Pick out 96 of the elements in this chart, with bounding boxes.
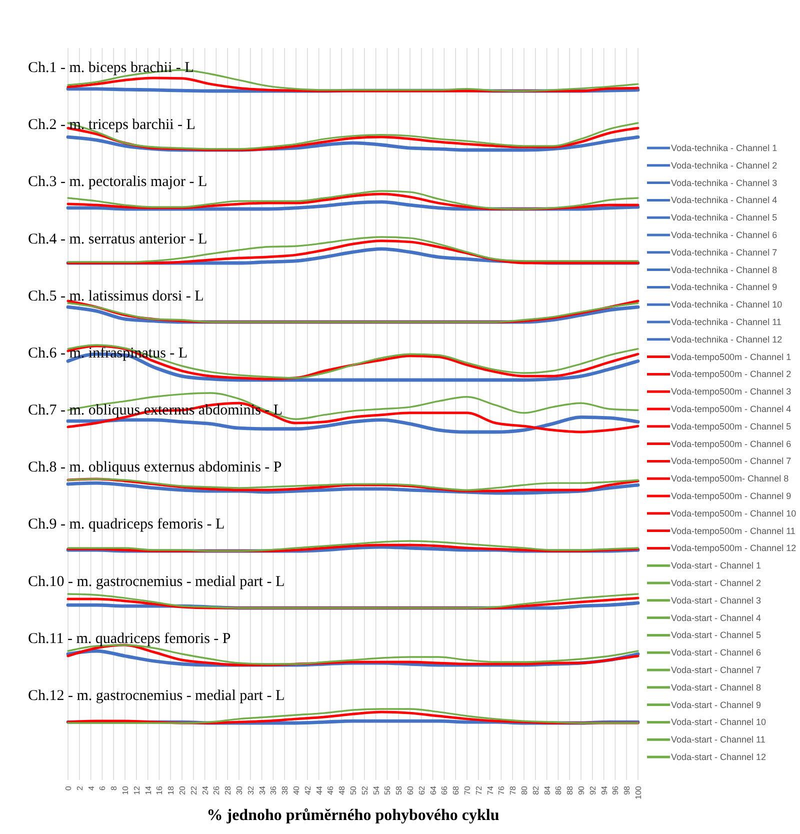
x-tick-label: 52	[360, 785, 370, 795]
chart-title: Ch.10 - m. gastrocnemius - medial part - L	[28, 574, 285, 590]
x-tick-label: 0	[64, 785, 73, 790]
legend-label: Voda-technika - Channel 2	[671, 160, 778, 170]
legend-label: Voda-technika - Channel 9	[671, 282, 778, 292]
legend-label: Voda-technika - Channel 10	[671, 300, 782, 310]
chart-title: Ch.11 - m. quadriceps femoris - P	[28, 630, 231, 647]
legend-label: Voda-tempo500m- Channel 8	[671, 474, 789, 484]
x-tick-label: 60	[406, 785, 415, 795]
chart-title: Ch.8 - m. obliquus externus abdominis - P	[28, 460, 282, 476]
x-tick-label: 10	[121, 785, 130, 795]
x-tick-label: 78	[508, 785, 518, 795]
legend-label: Voda-start - Channel 2	[671, 578, 762, 588]
x-tick-label: 74	[486, 785, 495, 795]
x-tick-label: 30	[235, 785, 244, 795]
legend-label: Voda-technika - Channel 7	[671, 247, 778, 258]
x-tick-label: 54	[372, 785, 381, 795]
legend-label: Voda-tempo500m - Channel 4	[671, 404, 792, 414]
chart-title: Ch.5 - m. latissimus dorsi - L	[28, 288, 204, 304]
x-tick-label: 44	[314, 785, 324, 795]
legend-label: Voda-start - Channel 10	[671, 717, 766, 728]
x-tick-label: 68	[452, 785, 461, 795]
legend-label: Voda-start - Channel 5	[671, 630, 762, 640]
legend-label: Voda-start - Channel 6	[671, 648, 762, 658]
x-tick-label: 70	[463, 785, 472, 795]
x-tick-label: 96	[611, 785, 620, 795]
x-tick-label: 12	[132, 785, 142, 795]
x-tick-label: 4	[86, 785, 96, 790]
x-tick-label: 58	[394, 785, 404, 795]
x-tick-label: 20	[178, 785, 187, 795]
x-tick-label: 26	[212, 785, 222, 795]
x-tick-label: 42	[303, 785, 312, 795]
x-tick-label: 88	[566, 785, 575, 795]
legend-label: Voda-start - Channel 11	[671, 734, 766, 745]
legend-label: Voda-technika - Channel 5	[671, 212, 778, 223]
x-tick-label: 98	[622, 785, 632, 795]
legend-label: Voda-technika - Channel 1	[671, 143, 778, 153]
x-tick-label: 76	[497, 785, 506, 795]
x-tick-label: 38	[280, 785, 290, 795]
x-tick-label: 14	[144, 785, 153, 795]
x-tick-label: 6	[98, 785, 108, 790]
legend-label: Voda-tempo500m - Channel 11	[671, 526, 796, 536]
x-tick-label: 72	[474, 785, 484, 795]
chart-title: Ch.4 - m. serratus anterior - L	[28, 231, 208, 248]
x-tick-label: 90	[577, 785, 586, 795]
chart-title: Ch.9 - m. quadriceps femoris - L	[28, 516, 225, 533]
x-tick-label: 66	[440, 785, 450, 795]
x-tick-label: 56	[383, 785, 392, 795]
legend-label: Voda-start - Channel 4	[671, 612, 762, 623]
x-tick-label: 46	[326, 785, 336, 795]
x-tick-label: 82	[531, 785, 540, 795]
x-tick-label: 8	[110, 785, 119, 790]
legend-label: Voda-technika - Channel 12	[671, 334, 782, 344]
legend-label: Voda-start - Channel 7	[671, 665, 762, 675]
legend-label: Voda-tempo500m - Channel 6	[671, 438, 792, 449]
x-axis-title: % jednoho průměrného pohybového cyklu	[206, 807, 500, 824]
legend-label: Voda-tempo500m - Channel 12	[671, 543, 796, 554]
legend-label: Voda-tempo500m - Channel 5	[671, 421, 792, 432]
x-tick-label: 22	[189, 785, 198, 795]
legend-label: Voda-tempo500m - Channel 1	[671, 352, 792, 362]
x-tick-label: 2	[75, 785, 84, 790]
legend-label: Voda-start - Channel 8	[671, 682, 762, 692]
x-tick-label: 36	[269, 785, 278, 795]
legend-label: Voda-start - Channel 3	[671, 595, 762, 606]
x-tick-label: 84	[542, 785, 552, 795]
legend-label: Voda-technika - Channel 8	[671, 264, 778, 275]
x-tick-label: 24	[200, 785, 210, 795]
legend-label: Voda-technika - Channel 3	[671, 178, 778, 188]
legend-label: Voda-start - Channel 1	[671, 560, 762, 571]
x-tick-label: 92	[588, 785, 598, 795]
legend-label: Voda-tempo500m - Channel 2	[671, 369, 792, 380]
x-tick-label: 28	[224, 785, 233, 795]
legend-label: Voda-technika - Channel 11	[671, 317, 782, 327]
x-tick-label: 40	[292, 785, 301, 795]
x-tick-label: 32	[246, 785, 256, 795]
legend-label: Voda-start - Channel 12	[671, 752, 766, 762]
legend-label: Voda-tempo500m - Channel 7	[671, 456, 792, 466]
chart-title: Ch.3 - m. pectoralis major - L	[28, 174, 208, 190]
legend-label: Voda-tempo500m - Channel 10	[671, 508, 796, 518]
legend-label: Voda-start - Channel 9	[671, 700, 762, 710]
x-tick-label: 50	[349, 785, 358, 795]
legend-label: Voda-tempo500m - Channel 3	[671, 386, 792, 397]
x-tick-label: 62	[417, 785, 426, 795]
x-tick-label: 86	[554, 785, 564, 795]
x-tick-label: 16	[155, 785, 164, 795]
legend-label: Voda-technika - Channel 6	[671, 230, 778, 240]
x-tick-label: 100	[634, 785, 643, 800]
x-tick-label: 48	[338, 785, 347, 795]
x-tick-label: 64	[428, 785, 438, 795]
x-tick-label: 94	[600, 785, 609, 795]
x-tick-label: 18	[166, 785, 176, 795]
x-tick-label: 34	[258, 785, 267, 795]
legend-label: Voda-tempo500m - Channel 9	[671, 491, 792, 501]
x-tick-label: 80	[520, 785, 529, 795]
legend-label: Voda-technika - Channel 4	[671, 195, 778, 206]
chart-title: Ch.12 - m. gastrocnemius - medial part - L	[28, 688, 285, 704]
